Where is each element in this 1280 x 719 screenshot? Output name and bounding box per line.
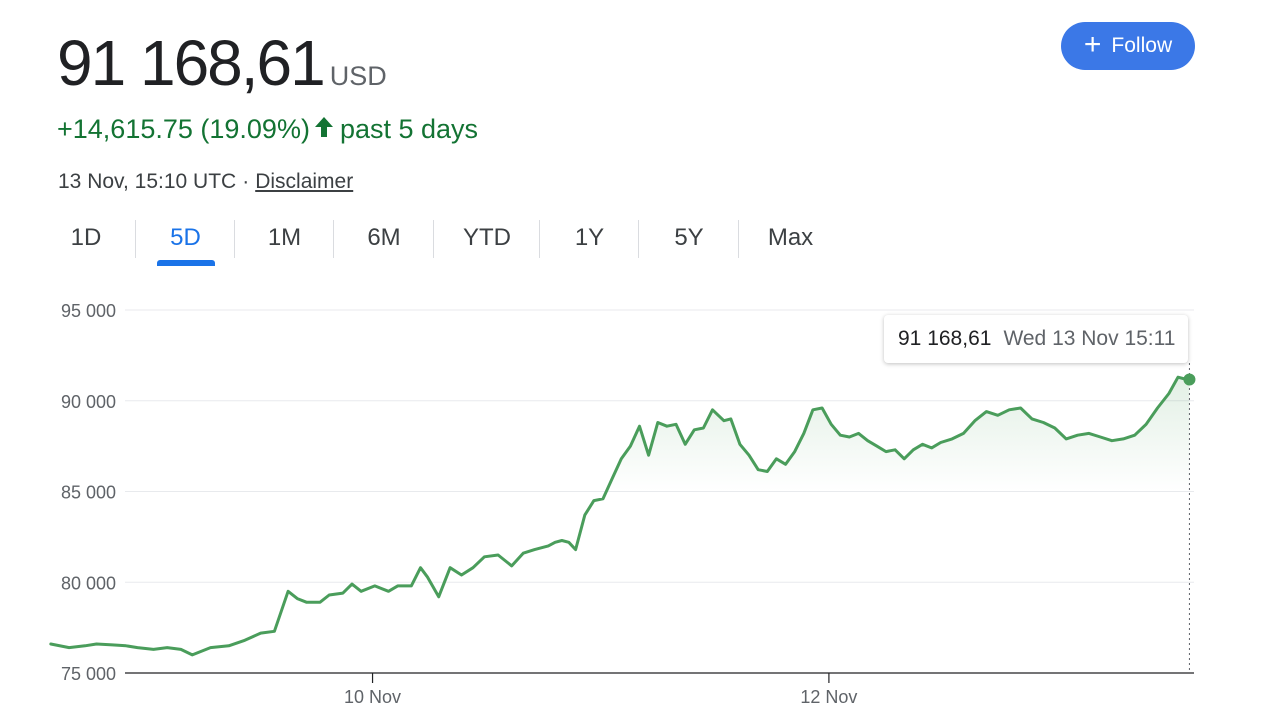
timestamp: 13 Nov, 15:10 UTC <box>58 170 237 193</box>
follow-button[interactable]: + Follow <box>1061 22 1195 70</box>
tab-6m[interactable]: 6M <box>334 216 434 260</box>
change-row: +14,615.75 (19.09%) past 5 days <box>57 114 478 145</box>
y-tick-label: 75 000 <box>61 664 116 684</box>
tab-5d[interactable]: 5D <box>136 216 235 266</box>
y-tick-label: 85 000 <box>61 483 116 503</box>
y-tick-label: 95 000 <box>61 301 116 321</box>
x-tick-label: 10 Nov <box>344 687 401 707</box>
change-period: past 5 days <box>339 114 479 144</box>
x-tick-label: 12 Nov <box>800 687 857 707</box>
tab-max[interactable]: Max <box>767 224 814 251</box>
price-header: 91 168,61 USD <box>57 26 387 100</box>
tab-ytd[interactable]: YTD <box>434 216 540 260</box>
chart-tooltip: 91 168,61 Wed 13 Nov 15:11 <box>884 315 1188 363</box>
range-tabs: 1D 5D 1M 6M YTD 1Y 5Y Max <box>36 216 842 266</box>
disclaimer-link[interactable]: Disclaimer <box>255 170 354 193</box>
tab-1y[interactable]: 1Y <box>540 216 639 260</box>
series-area <box>606 377 1190 492</box>
meta-separator: · <box>242 170 250 193</box>
timestamp-row: 13 Nov, 15:10 UTC · Disclaimer <box>58 170 353 194</box>
active-tab-indicator <box>156 260 215 266</box>
series-line <box>49 375 1191 657</box>
tab-5y[interactable]: 5Y <box>639 216 739 260</box>
current-point <box>1183 373 1196 386</box>
y-tick-label: 90 000 <box>61 392 116 412</box>
follow-label: Follow <box>1111 34 1173 57</box>
tab-1d[interactable]: 1D <box>36 216 136 260</box>
currency-label: USD <box>329 61 387 91</box>
y-tick-label: 80 000 <box>61 573 116 593</box>
current-price: 91 168,61 <box>57 27 326 99</box>
tab-1m[interactable]: 1M <box>235 216 334 260</box>
arrow-up-icon <box>314 114 334 145</box>
tooltip-value: 91 168,61 <box>898 327 992 350</box>
price-chart[interactable]: 95 000 90 000 85 000 80 000 75 000 10 Nov 12 N… <box>0 290 1280 719</box>
tooltip-time: Wed 13 Nov 15:11 <box>1003 327 1176 350</box>
price-change: +14,615.75 (19.09%) <box>57 114 310 144</box>
plus-icon: + <box>1083 27 1102 61</box>
